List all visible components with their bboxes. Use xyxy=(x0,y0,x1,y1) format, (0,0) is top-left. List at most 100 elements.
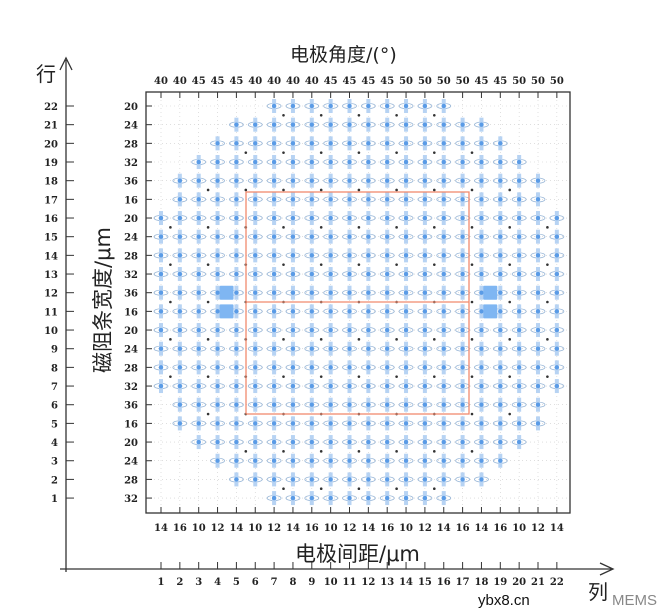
column-number-label: 8 xyxy=(289,577,296,588)
device-center xyxy=(271,309,277,314)
device-center xyxy=(385,309,390,314)
device-center xyxy=(253,141,258,146)
device-center xyxy=(290,346,296,351)
device-cell xyxy=(360,117,376,132)
device-cell xyxy=(360,453,376,468)
device-center xyxy=(516,178,522,183)
device-center xyxy=(271,253,277,258)
device-cell xyxy=(398,229,414,244)
device-center xyxy=(215,402,220,407)
device-cell xyxy=(379,416,395,431)
device-cell xyxy=(360,435,376,450)
device-cell xyxy=(323,229,339,244)
device-center xyxy=(422,290,428,295)
device-cell xyxy=(492,211,508,226)
device-cell xyxy=(455,453,471,468)
device-cell xyxy=(247,304,263,319)
device-cell xyxy=(304,285,320,300)
device-cell xyxy=(285,304,301,319)
device-center xyxy=(385,346,390,351)
device-cell xyxy=(172,323,188,338)
device-cell xyxy=(492,267,508,282)
top-tick-label: 40 xyxy=(305,76,319,87)
device-center xyxy=(309,122,314,127)
device-cell xyxy=(285,416,301,431)
device-cell xyxy=(210,360,225,375)
left-tick-label: 20 xyxy=(124,214,138,225)
device-center xyxy=(347,122,352,127)
device-center xyxy=(498,365,503,370)
device-cell xyxy=(191,229,207,244)
device-center xyxy=(253,365,258,370)
device-cell xyxy=(379,491,395,506)
device-center xyxy=(309,271,314,277)
device-center xyxy=(234,122,239,127)
device-cell xyxy=(285,397,301,412)
device-center xyxy=(422,271,428,277)
device-cell xyxy=(417,267,433,282)
device-center xyxy=(422,383,428,389)
device-center xyxy=(309,159,314,165)
device-center xyxy=(479,402,484,407)
device-cell xyxy=(436,379,452,394)
device-cell xyxy=(379,379,395,394)
device-cell xyxy=(342,285,357,300)
device-center xyxy=(366,327,371,333)
device-cell xyxy=(342,155,357,170)
device-cell xyxy=(210,229,225,244)
device-cell xyxy=(285,173,301,188)
device-center xyxy=(460,122,465,127)
device-center xyxy=(290,290,296,295)
device-center xyxy=(441,197,446,202)
device-center xyxy=(215,365,220,370)
alignment-dot xyxy=(319,450,323,453)
alignment-dot xyxy=(319,188,323,192)
alignment-dot xyxy=(546,375,549,378)
device-cell xyxy=(511,211,527,226)
bottom-tick-label: 10 xyxy=(399,523,413,534)
device-cell xyxy=(398,453,414,468)
device-center xyxy=(290,215,296,221)
column-number-label: 10 xyxy=(324,577,338,588)
device-center xyxy=(554,327,560,333)
device-center xyxy=(460,215,465,221)
alignment-dot xyxy=(508,375,512,378)
device-cell xyxy=(210,341,225,356)
device-center xyxy=(479,383,484,389)
top-tick-label: 50 xyxy=(531,76,545,87)
top-tick-label: 45 xyxy=(361,76,375,87)
device-cell xyxy=(436,285,452,300)
top-tick-label: 50 xyxy=(399,76,413,87)
device-center xyxy=(385,103,390,109)
device-center xyxy=(234,439,239,445)
device-cell xyxy=(172,229,188,244)
alignment-dot xyxy=(395,263,398,266)
device-center xyxy=(441,234,446,239)
device-center xyxy=(215,141,220,146)
column-number-label: 20 xyxy=(512,577,526,588)
top-tick-label: 45 xyxy=(229,76,243,87)
device-center xyxy=(441,346,446,351)
device-cell xyxy=(304,323,320,338)
device-center xyxy=(460,365,465,370)
device-center xyxy=(422,197,428,202)
bottom-tick-label: 14 xyxy=(154,523,168,534)
device-cell xyxy=(228,211,244,226)
device-cell xyxy=(342,267,357,282)
device-cell xyxy=(285,192,301,207)
device-cell xyxy=(417,155,433,170)
left-tick-label: 28 xyxy=(124,139,138,150)
device-cell xyxy=(549,285,565,300)
device-center xyxy=(516,383,522,389)
device-center xyxy=(460,477,465,482)
device-center xyxy=(441,271,446,277)
device-cell xyxy=(530,416,546,431)
device-cell xyxy=(417,173,433,188)
device-center xyxy=(309,346,314,351)
device-cell xyxy=(228,397,244,412)
device-cell xyxy=(191,379,207,394)
device-cell xyxy=(474,136,489,151)
device-center xyxy=(347,421,352,426)
device-cell xyxy=(511,229,527,244)
device-cell xyxy=(210,192,225,207)
